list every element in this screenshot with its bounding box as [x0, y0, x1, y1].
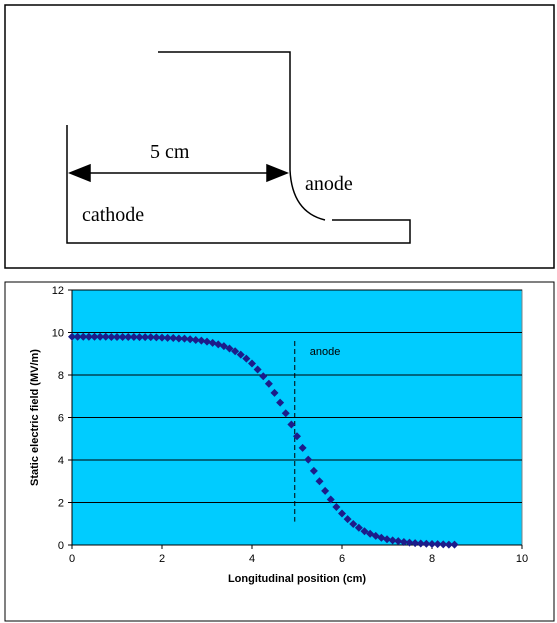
- arrow-head: [266, 163, 290, 183]
- x-tick-label: 4: [249, 553, 255, 565]
- x-tick-label: 6: [339, 553, 345, 565]
- data-point: [259, 372, 268, 381]
- data-point: [253, 365, 262, 374]
- data-point: [444, 540, 453, 549]
- data-point: [338, 509, 346, 518]
- cathode-label: cathode: [82, 204, 144, 226]
- data-point: [73, 332, 82, 341]
- y-axis-title: Static electric field (MV/m): [29, 349, 41, 486]
- y-tick-label: 12: [52, 285, 64, 297]
- data-point: [270, 388, 279, 397]
- y-tick-label: 6: [58, 413, 64, 425]
- data-point: [377, 533, 386, 542]
- data-point: [422, 539, 431, 548]
- data-point: [231, 347, 240, 356]
- x-tick-label: 10: [516, 553, 528, 565]
- data-point: [113, 332, 121, 341]
- data-point: [163, 333, 172, 342]
- data-point: [124, 332, 133, 341]
- y-tick-label: 10: [52, 328, 64, 340]
- x-tick-label: 0: [69, 553, 75, 565]
- data-point: [399, 538, 408, 547]
- diagram-frame: [4, 4, 555, 269]
- y-tick-label: 4: [58, 455, 64, 467]
- data-point: [411, 539, 420, 548]
- data-point: [84, 332, 93, 341]
- data-point: [405, 538, 414, 547]
- anode-shape: [158, 51, 326, 221]
- data-point: [354, 523, 363, 532]
- data-point: [276, 398, 285, 407]
- x-tick-label: 8: [429, 553, 435, 565]
- chart-frame: [4, 281, 555, 622]
- data-point: [129, 332, 138, 341]
- arrow-head: [67, 163, 91, 183]
- data-point: [343, 515, 352, 524]
- data-point: [152, 333, 161, 342]
- data-point: [416, 539, 425, 548]
- data-point: [141, 333, 150, 342]
- data-point: [383, 535, 391, 544]
- data-point: [315, 477, 324, 486]
- data-point: [169, 334, 178, 343]
- data-point: [349, 519, 358, 528]
- cathode-shape: [66, 125, 411, 244]
- data-point: [236, 350, 245, 359]
- annotation: anode: [310, 346, 341, 358]
- data-point: [174, 334, 183, 343]
- anode-label: anode: [305, 173, 353, 195]
- data-point: [96, 332, 105, 341]
- data-point: [248, 359, 256, 368]
- distance-label: 5 cm: [150, 141, 190, 163]
- y-tick-label: 2: [58, 498, 64, 510]
- data-point: [293, 432, 301, 441]
- data-point: [101, 332, 110, 341]
- y-tick-label: 8: [58, 370, 64, 382]
- data-point: [388, 536, 397, 545]
- data-point: [203, 337, 211, 346]
- data-point: [197, 336, 206, 345]
- data-point: [428, 539, 436, 548]
- data-point: [79, 332, 88, 341]
- diagram: [4, 4, 555, 269]
- data-point: [450, 540, 459, 549]
- data-point: [281, 409, 290, 418]
- data-point: [439, 540, 448, 549]
- data-point: [208, 338, 217, 347]
- data-point: [191, 335, 200, 344]
- x-axis-title: Longitudinal position (cm): [228, 573, 366, 585]
- data-point: [68, 332, 76, 341]
- data-point: [321, 486, 330, 495]
- data-point: [186, 335, 195, 344]
- data-point: [242, 354, 251, 363]
- data-point: [264, 379, 273, 388]
- chart: 0 2 4 6 8 10 12 0 2 4 6 8 10 anode Longitudinal positi…: [29, 285, 528, 585]
- data-point: [225, 344, 234, 353]
- data-point: [309, 466, 318, 475]
- data-point: [107, 332, 116, 341]
- x-tick-label: 2: [159, 553, 165, 565]
- data-point: [146, 333, 155, 342]
- data-point: [298, 443, 307, 452]
- data-point: [135, 333, 144, 342]
- data-point: [158, 333, 166, 342]
- data-point: [433, 540, 442, 549]
- data-point: [394, 537, 403, 546]
- data-point: [287, 420, 296, 429]
- data-point: [180, 334, 189, 343]
- data-point: [360, 527, 369, 536]
- y-tick-label: 0: [58, 540, 64, 552]
- data-point: [326, 495, 335, 504]
- data-point: [332, 502, 341, 511]
- data-point: [304, 455, 313, 464]
- data-point: [118, 332, 127, 341]
- data-point: [90, 332, 99, 341]
